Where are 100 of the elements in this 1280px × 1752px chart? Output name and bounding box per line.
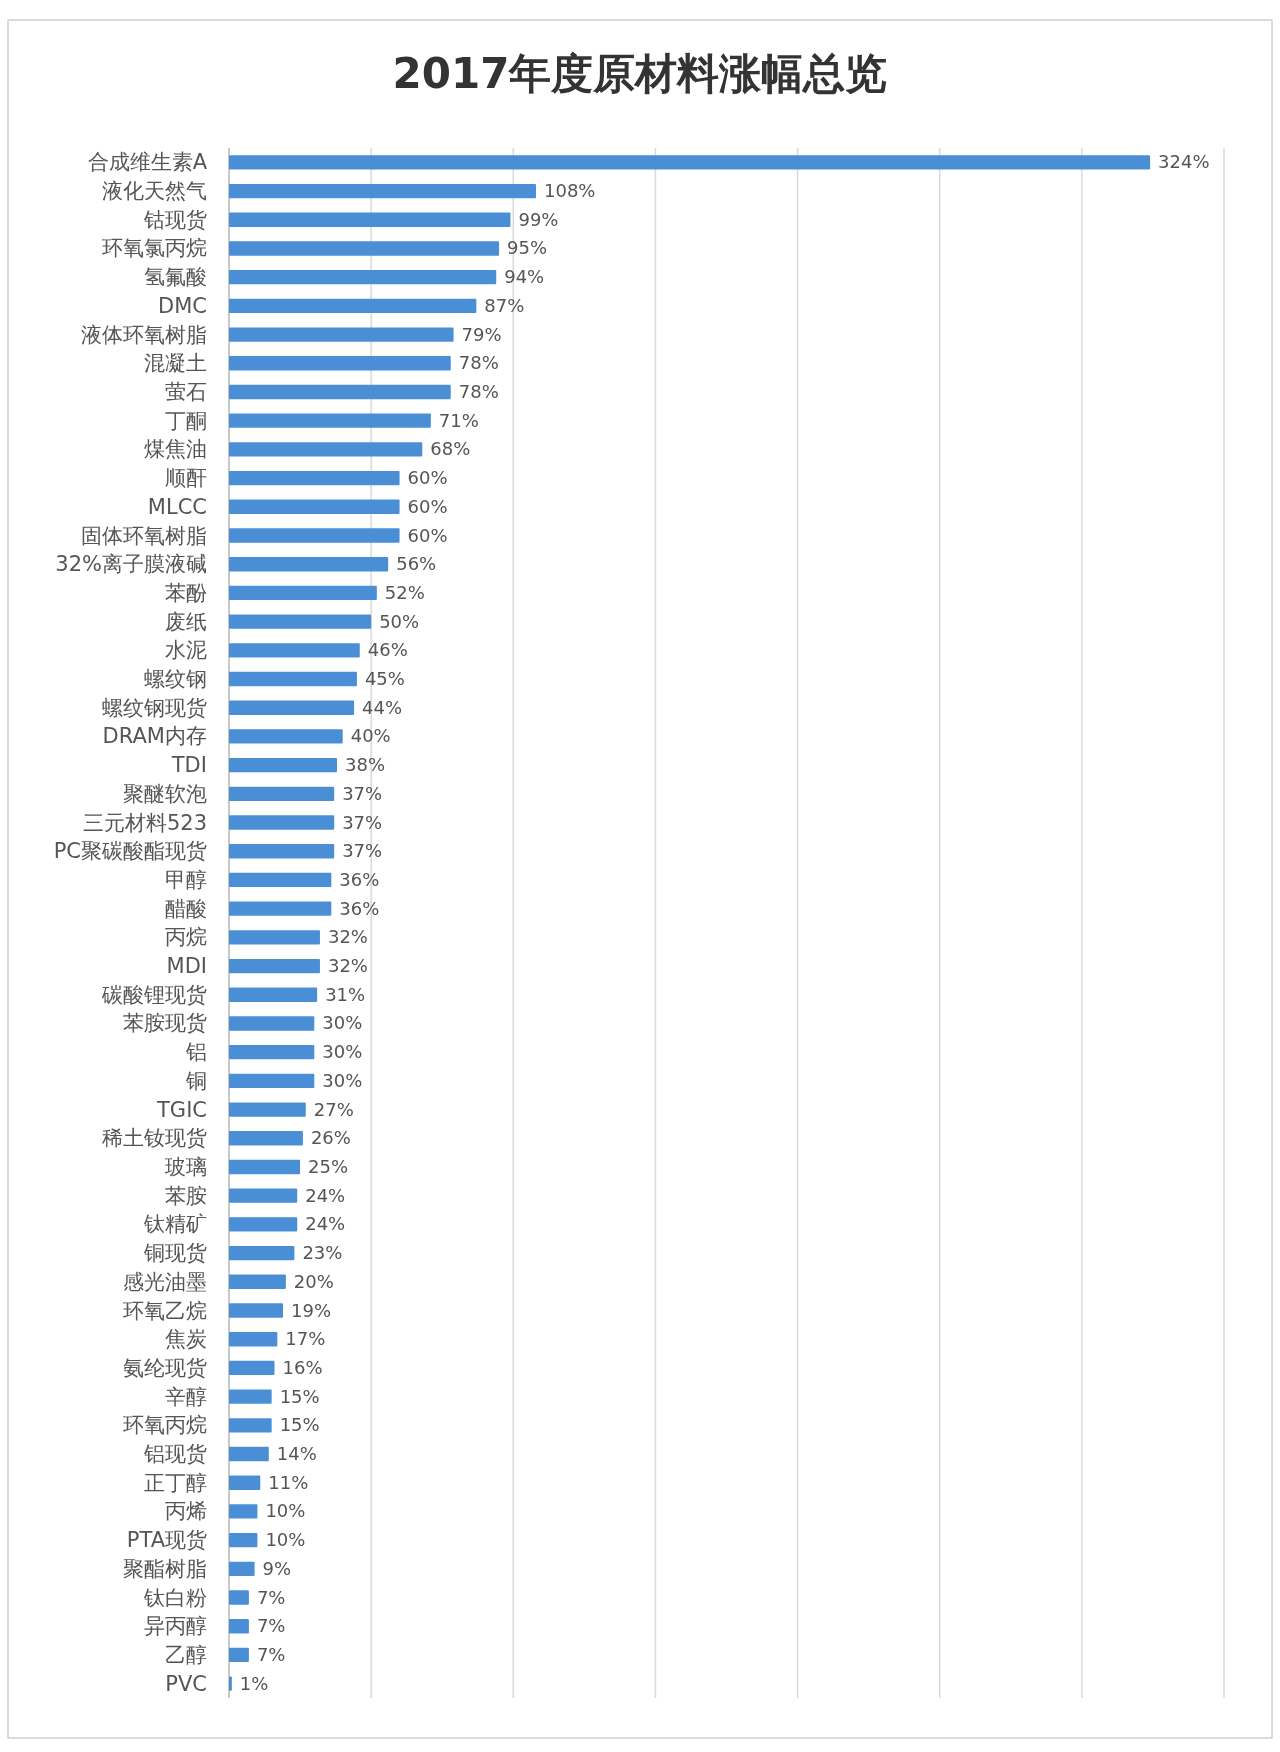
bar: [229, 1360, 275, 1376]
bar: [229, 1217, 298, 1232]
data-label: 15%: [279, 1414, 320, 1436]
y-tick-label: 钛白粉: [143, 1585, 207, 1610]
data-label: 10%: [265, 1529, 306, 1551]
data-label: 27%: [313, 1098, 354, 1120]
data-label: 17%: [285, 1328, 326, 1350]
y-tick-label: 乙醇: [165, 1642, 207, 1667]
bar: [229, 1016, 315, 1031]
data-label: 31%: [325, 983, 366, 1005]
y-tick-label: 液化天然气: [102, 179, 207, 204]
bar: [229, 614, 372, 629]
data-label: 94%: [504, 266, 545, 288]
bar: [229, 700, 355, 715]
data-label: 87%: [484, 294, 525, 316]
data-label: 324%: [1158, 151, 1210, 173]
data-label: 7%: [256, 1586, 286, 1608]
y-tick-label: DRAM内存: [102, 724, 207, 749]
y-tick-label: PVC: [165, 1671, 207, 1696]
y-tick-label: 聚酯树脂: [123, 1556, 207, 1581]
y-tick-label: PC聚碳酸酯现货: [53, 839, 207, 864]
data-label: 30%: [322, 1069, 363, 1091]
data-label: 24%: [305, 1184, 346, 1206]
y-tick-label: DMC: [158, 293, 207, 318]
bar: [229, 987, 318, 1002]
bar: [229, 1532, 258, 1548]
y-tick-label: 氢氟酸: [144, 265, 207, 290]
data-label: 99%: [518, 208, 559, 230]
y-tick-label: 玻璃: [165, 1154, 207, 1179]
y-tick-label: 顺酐: [165, 466, 207, 491]
y-tick-label: 异丙醇: [144, 1614, 207, 1639]
y-tick-label: 醋酸: [165, 896, 207, 921]
bar: [229, 241, 500, 256]
y-tick-label: 铜现货: [143, 1241, 207, 1266]
bar: [229, 470, 400, 486]
data-label: 15%: [279, 1385, 320, 1407]
data-label: 37%: [342, 840, 383, 862]
y-tick-label: 铜: [185, 1068, 207, 1093]
bar: [229, 499, 400, 514]
y-tick-label: 环氧氯丙烷: [102, 236, 207, 261]
data-label: 36%: [339, 897, 380, 919]
bar: [229, 1647, 249, 1663]
y-tick-label: 煤焦油: [144, 437, 207, 462]
data-label: 52%: [384, 581, 425, 603]
bar: [229, 1504, 258, 1519]
data-label: 19%: [291, 1299, 332, 1321]
y-tick-label: 碳酸锂现货: [101, 982, 207, 1007]
y-tick-label: 苯酚: [165, 580, 207, 605]
data-label: 10%: [265, 1500, 306, 1522]
data-label: 37%: [342, 811, 383, 833]
data-label: 30%: [322, 1041, 363, 1063]
y-tick-label: 丙烯: [165, 1499, 207, 1524]
y-tick-label: 苯胺: [165, 1183, 207, 1208]
data-label: 56%: [396, 553, 437, 575]
data-label: 16%: [282, 1356, 323, 1378]
y-tick-label: 水泥: [165, 638, 207, 663]
y-tick-label: 聚醚软泡: [123, 781, 207, 806]
data-label: 36%: [339, 868, 380, 890]
bar: [229, 298, 477, 314]
bar: [229, 585, 377, 601]
y-tick-label: 固体环氧树脂: [81, 523, 207, 548]
y-tick-label: 三元材料523: [82, 810, 207, 835]
bar: [229, 442, 423, 457]
bar: [229, 1619, 249, 1634]
data-label: 44%: [362, 696, 403, 718]
bar: [229, 1418, 272, 1433]
bar: [229, 1245, 295, 1261]
data-label: 46%: [367, 639, 408, 661]
data-label: 20%: [293, 1270, 334, 1292]
data-label: 37%: [342, 782, 383, 804]
y-tick-label: MDI: [166, 954, 207, 979]
data-label: 23%: [302, 1242, 343, 1264]
y-tick-label: TDI: [170, 753, 207, 778]
bar: [229, 269, 497, 285]
bar: [229, 1389, 272, 1404]
y-tick-label: 钛精矿: [143, 1212, 207, 1237]
data-label: 25%: [308, 1155, 349, 1177]
bar: [229, 1131, 303, 1146]
y-tick-label: 液体环氧树脂: [81, 322, 207, 347]
y-tick-label: TGIC: [156, 1097, 207, 1122]
y-tick-label: 正丁醇: [144, 1470, 207, 1495]
data-label: 30%: [322, 1012, 363, 1034]
bar: [229, 1073, 315, 1089]
y-tick-label: 混凝土: [144, 351, 207, 376]
y-tick-label: 螺纹钢现货: [102, 695, 207, 720]
bar: [229, 1446, 269, 1462]
bar: [229, 958, 320, 974]
bar: [229, 643, 360, 658]
data-label: 7%: [256, 1643, 286, 1665]
bar: [229, 1590, 249, 1605]
data-label: 9%: [262, 1557, 292, 1579]
bar: [229, 815, 335, 830]
data-label: 78%: [458, 352, 499, 374]
data-label: 11%: [268, 1471, 309, 1493]
bar: [229, 1303, 284, 1318]
data-label: 26%: [310, 1127, 351, 1149]
data-label: 24%: [305, 1213, 346, 1235]
y-tick-label: 螺纹钢: [144, 667, 207, 692]
bar: [229, 356, 451, 371]
data-label: 79%: [461, 323, 502, 345]
